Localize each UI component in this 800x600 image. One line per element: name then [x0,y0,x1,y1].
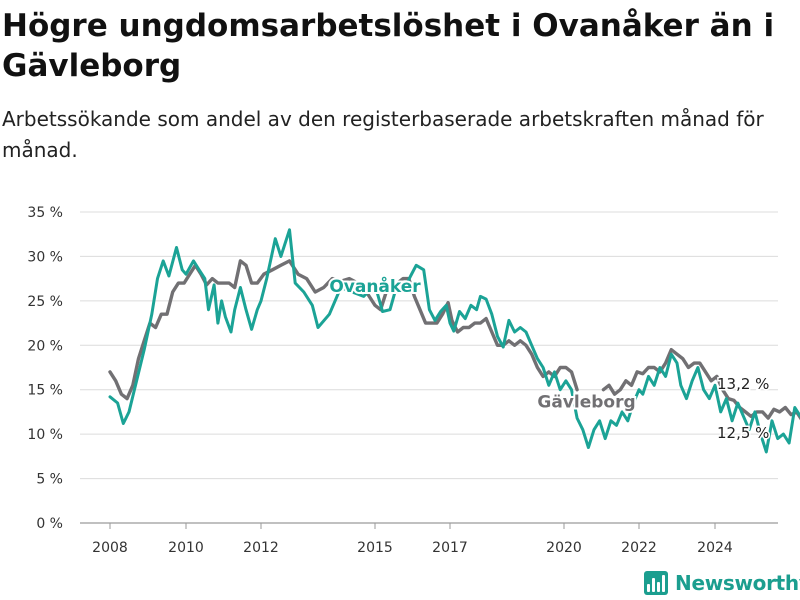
series-label-ovanaker: Ovanåker [329,275,421,297]
end-label-ovanaker: 13,2 % [717,375,769,393]
series-line-gavleborg [601,348,800,421]
y-tick-label: 30 % [27,249,63,265]
y-tick-label: 20 % [27,338,63,354]
x-tick-label: 2017 [432,540,468,556]
y-tick-label: 5 % [36,472,63,488]
bar-chart-icon [644,571,668,595]
x-tick-label: 2020 [546,540,582,556]
y-tick-label: 0 % [36,516,63,532]
chart-title: Högre ungdomsarbetslöshet i Ovanåker än … [2,8,775,84]
x-tick-label: 2008 [92,540,128,556]
series-line-ovanaker [108,228,800,454]
chart-subtitle: Arbetssökande som andel av den registerb… [2,107,764,162]
x-tick-label: 2012 [243,540,279,556]
newsworthy-logo: Newsworthy [644,569,800,597]
x-tick-label: 2022 [621,540,657,556]
y-tick-label: 15 % [27,383,63,399]
brand-name: Newsworthy [675,571,800,595]
y-tick-label: 35 % [27,205,63,221]
series-label-gavleborg: Gävleborg [537,392,635,412]
x-tick-label: 2010 [168,540,204,556]
x-tick-label: 2015 [357,540,393,556]
end-label-gavleborg: 12,5 % [717,424,769,442]
y-tick-label: 25 % [27,294,63,310]
x-tick-label: 2024 [697,540,733,556]
y-tick-label: 10 % [27,427,63,443]
